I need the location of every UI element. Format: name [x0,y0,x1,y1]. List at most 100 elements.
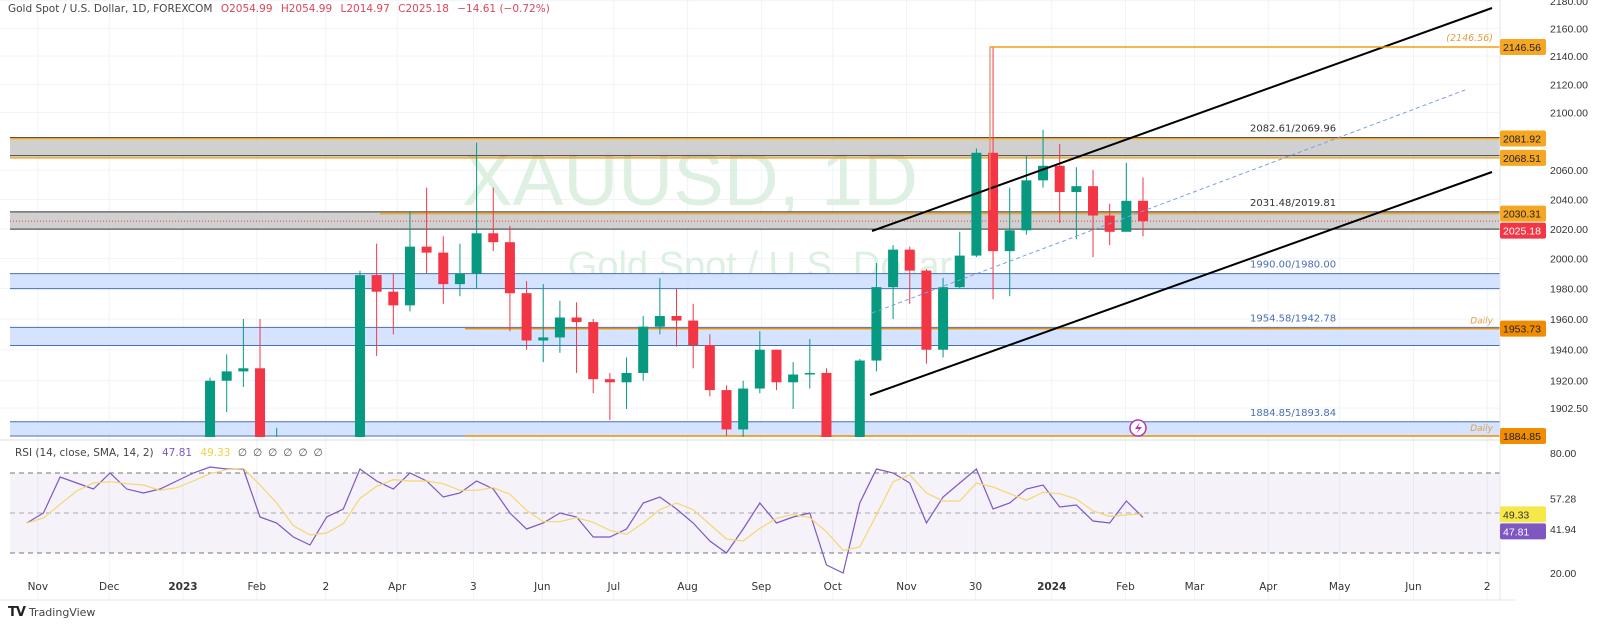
candle[interactable] [488,187,499,252]
time-tick: Jun [1404,581,1421,593]
time-tick: May [1329,581,1351,593]
candle[interactable] [1038,129,1049,188]
level-note: Daily [1470,317,1493,327]
zone-label: 1884.85/1893.84 [1250,408,1336,419]
candle-body [504,242,515,294]
candle[interactable] [1004,187,1015,297]
candle[interactable] [471,142,482,289]
candle[interactable] [904,246,915,304]
price-tick: 2180.00 [1550,0,1588,8]
candle[interactable] [438,236,449,304]
rsi-header[interactable]: RSI (14, close, SMA, 14, 2) 47.81 49.33 … [15,447,329,459]
candle[interactable] [988,47,999,300]
lightning-icon[interactable] [1129,419,1147,437]
candle-body [671,315,682,321]
price-tick: 1980.00 [1550,284,1588,296]
price-tick: 1960.00 [1550,314,1588,326]
time-tick: Nov [896,581,917,593]
candle[interactable] [388,273,399,335]
candle[interactable] [404,211,415,312]
candle[interactable] [721,385,732,436]
channel-mid-line[interactable] [871,89,1466,314]
zone-gray[interactable] [10,137,1500,156]
candle[interactable] [454,243,465,297]
candle[interactable] [588,319,599,394]
candle[interactable] [921,269,932,364]
candle[interactable] [688,303,699,369]
candle[interactable] [554,300,565,353]
zone-blue[interactable] [10,327,1500,346]
zone-gray[interactable] [10,211,1500,230]
candle[interactable] [704,334,715,397]
candle[interactable] [1021,155,1032,235]
candle[interactable] [888,245,899,320]
candle[interactable] [371,243,382,356]
price-tick: 1920.00 [1550,376,1588,388]
candle[interactable] [238,319,249,387]
candle-body [471,233,482,274]
candle[interactable] [521,281,532,350]
candle[interactable] [538,284,549,363]
level-note: (2146.56) [1446,33,1493,44]
price-tick: 1940.00 [1550,345,1588,357]
candle[interactable] [954,231,965,289]
level-badge-text: 2030.31 [1503,209,1541,221]
candle[interactable] [788,362,799,409]
candle[interactable] [638,315,649,381]
candle[interactable] [671,288,682,347]
candle[interactable] [804,338,815,389]
time-tick: 3 [470,581,477,593]
candle[interactable] [854,358,865,437]
candle[interactable] [871,263,882,372]
candle-body [1021,180,1032,231]
candle[interactable] [504,225,515,332]
tradingview-logo[interactable]: TV TradingView [8,605,95,620]
channel-lower-line[interactable] [869,171,1493,396]
time-axis[interactable]: Nov Dec 2023 Feb 2 Apr 3 Jun Jul Aug Sep Oct Nov 30 20… [28,581,1491,593]
time-tick: Oct [824,581,842,593]
candle[interactable] [938,278,949,358]
candle[interactable] [1054,144,1065,223]
candle-body [604,379,615,383]
rsi-band-fill [10,473,1500,553]
candle[interactable] [604,372,615,420]
candle[interactable] [654,278,665,335]
candle[interactable] [571,302,582,373]
candle-body [354,275,365,437]
candle[interactable] [1104,203,1115,246]
rsi-badge-text: 49.33 [1503,509,1529,521]
candle[interactable] [421,187,432,274]
candle[interactable] [771,349,782,391]
rsi-sma-line[interactable] [26,467,1144,551]
price-axis[interactable]: 2180.00 2160.00 2140.00 2120.00 2100.00 2060.… [1446,0,1588,580]
candle[interactable] [738,380,749,437]
candle[interactable] [754,331,765,394]
time-tick: Dec [99,581,120,593]
zone-blue[interactable] [10,273,1500,289]
candle[interactable] [1121,162,1132,232]
candle[interactable] [354,270,365,437]
candle[interactable] [971,148,982,258]
candle[interactable] [1071,167,1082,240]
candle[interactable] [1088,170,1099,258]
rsi-line[interactable] [26,466,1144,574]
spike-marker-line[interactable] [989,46,1500,210]
rsi-pane [10,466,1500,574]
candle[interactable] [621,357,632,409]
candle-body [721,390,732,430]
candle[interactable] [821,368,832,437]
candle[interactable] [255,319,266,437]
price-tick: 2120.00 [1550,79,1588,91]
candle-body [371,275,382,292]
time-tick: 2 [322,581,329,593]
candle[interactable] [205,377,216,437]
candle-body [255,368,266,437]
candle-body [554,317,565,338]
zone-blue[interactable] [10,421,1500,437]
candle-body [421,246,432,253]
candle-body [854,360,865,437]
candle[interactable] [221,354,232,413]
channel-upper-line[interactable] [871,7,1493,232]
symbol-header[interactable]: Gold Spot / U.S. Dollar, 1D, FOREXCOM O2… [8,3,550,15]
